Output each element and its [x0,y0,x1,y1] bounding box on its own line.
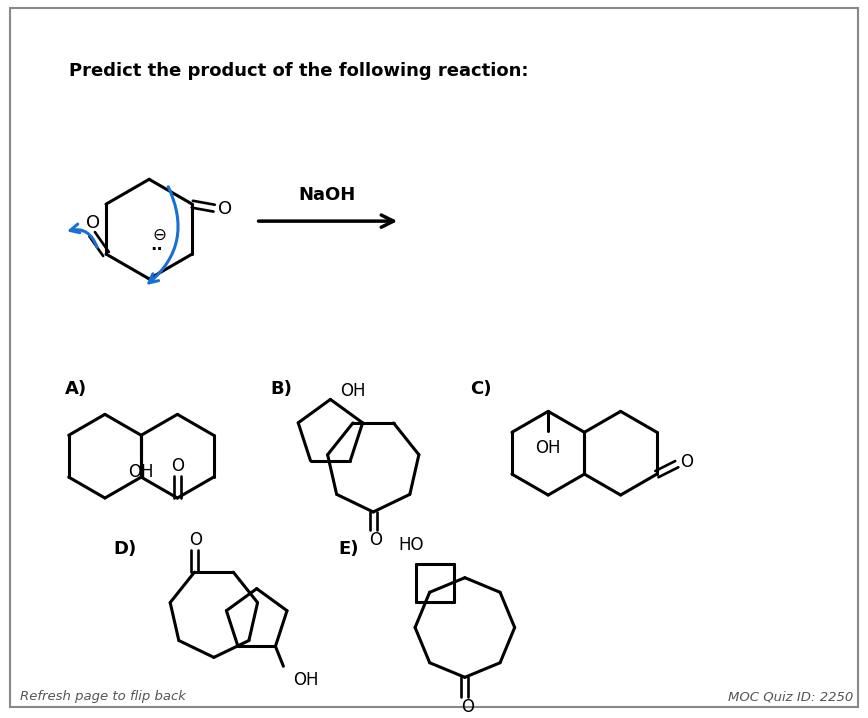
Text: ··: ·· [151,241,163,259]
Text: E): E) [339,540,358,558]
Text: O: O [462,698,475,716]
Text: O: O [681,453,694,471]
Text: OH: OH [293,671,319,689]
Text: OH: OH [340,383,366,401]
Text: ⊖: ⊖ [152,226,166,244]
Text: O: O [189,531,202,549]
Text: MOC Quiz ID: 2250: MOC Quiz ID: 2250 [728,690,853,703]
Text: C): C) [470,381,491,398]
Text: D): D) [113,540,136,558]
Text: Predict the product of the following reaction:: Predict the product of the following rea… [69,62,529,80]
Text: O: O [369,531,382,549]
Text: OH: OH [128,463,154,481]
Text: HO: HO [398,536,424,554]
Text: B): B) [271,381,293,398]
Text: OH: OH [536,439,561,457]
Text: Refresh page to flip back: Refresh page to flip back [20,690,186,703]
Text: O: O [86,214,100,232]
Text: NaOH: NaOH [299,186,356,204]
Text: O: O [218,200,233,218]
Text: A): A) [64,381,87,398]
Text: O: O [171,457,184,475]
